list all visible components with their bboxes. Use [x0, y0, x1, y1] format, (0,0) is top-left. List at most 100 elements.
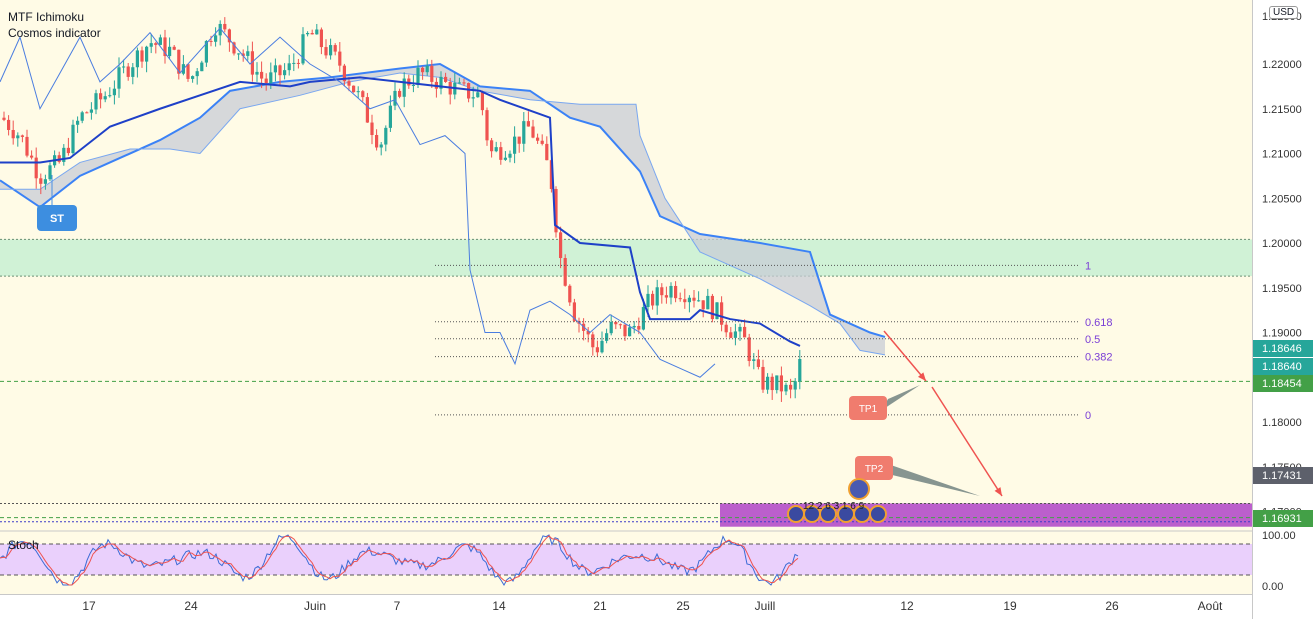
candle-down — [651, 293, 655, 306]
candle-down — [549, 160, 553, 190]
time-tick-label: 19 — [1003, 599, 1017, 613]
candle-up — [384, 127, 388, 145]
candle-down — [462, 82, 466, 84]
tp2-pointer — [888, 464, 980, 496]
time-tick-label: Juill — [755, 599, 776, 613]
candle-up — [738, 326, 742, 332]
flag-event-icon — [848, 478, 870, 500]
candle-up — [71, 124, 75, 154]
candle-down — [526, 121, 530, 127]
candle-up — [393, 90, 397, 106]
candle-down — [678, 298, 682, 300]
time-tick-label: 25 — [676, 599, 690, 613]
price-badge-label: 1.18646 — [1262, 343, 1302, 355]
fib-level-label: 1 — [1085, 260, 1091, 272]
candle-down — [241, 53, 245, 56]
candle-up — [149, 43, 153, 47]
time-tick-label: 21 — [593, 599, 607, 613]
candle-down — [720, 302, 724, 325]
candle-down — [260, 71, 264, 79]
time-tick-label: 24 — [184, 599, 198, 613]
candle-up — [145, 46, 149, 62]
tp2-box — [855, 456, 893, 480]
time-tick-label: 17 — [82, 599, 96, 613]
candle-down — [490, 140, 494, 152]
time-tick-label: 12 — [900, 599, 914, 613]
candle-up — [609, 322, 613, 334]
candle-down — [770, 376, 774, 391]
candle-up — [76, 120, 80, 125]
candle-down — [660, 287, 664, 296]
st-badge-label: ST — [50, 213, 64, 225]
fib-level-label: 0.5 — [1085, 334, 1100, 346]
candle-down — [729, 332, 733, 338]
candle-up — [237, 53, 241, 55]
candle-down — [223, 23, 227, 30]
candle-down — [531, 126, 535, 138]
candle-up — [94, 93, 98, 110]
candle-down — [99, 93, 103, 100]
stoch-k-line — [0, 534, 799, 586]
candle-up — [715, 302, 719, 320]
candle-up — [600, 340, 604, 353]
candle-up — [706, 295, 710, 310]
candle-up — [315, 29, 319, 35]
candle-up — [246, 51, 250, 56]
indicator-title-ichimoku: MTF Ichimoku — [8, 10, 85, 24]
candle-down — [324, 47, 328, 56]
candle-up — [494, 147, 498, 152]
candle-down — [361, 91, 365, 98]
ichimoku-lines-layer — [0, 27, 801, 378]
price-tick-label: 1.21500 — [1262, 104, 1302, 116]
candle-down — [34, 157, 38, 179]
candle-down — [264, 78, 268, 84]
tp2-label: TP2 — [865, 464, 884, 475]
candle-down — [177, 49, 181, 74]
candle-up — [80, 112, 84, 121]
price-badge-label: 1.18640 — [1262, 361, 1302, 373]
candle-down — [172, 46, 176, 50]
candle-down — [370, 122, 374, 135]
candle-down — [554, 189, 558, 233]
projection-arrow-1 — [883, 330, 927, 382]
stoch-tick-label: 0.00 — [1262, 581, 1283, 593]
price-badge-label: 1.17431 — [1262, 470, 1302, 482]
currency-selector[interactable]: USD — [1269, 6, 1299, 19]
candle-down — [57, 155, 61, 162]
candle-up — [439, 76, 443, 89]
candle-up — [191, 76, 195, 79]
price-tick-label: 1.19500 — [1262, 283, 1302, 295]
candle-up — [329, 45, 333, 56]
time-tick-label: 26 — [1105, 599, 1119, 613]
time-tick-label: Août — [1198, 599, 1223, 613]
candle-up — [522, 121, 526, 144]
candle-up — [425, 65, 429, 73]
candle-up — [379, 144, 383, 148]
time-tick-label: 7 — [394, 599, 401, 613]
candle-up — [641, 307, 645, 330]
tp1-box — [849, 396, 887, 420]
price-badge — [1253, 510, 1313, 527]
price-tick-label: 1.20500 — [1262, 193, 1302, 205]
candle-up — [775, 375, 779, 391]
candle-down — [674, 285, 678, 299]
price-badge-label: 1.16931 — [1262, 513, 1302, 525]
candle-down — [789, 384, 793, 390]
candle-down — [572, 302, 576, 321]
candle-down — [39, 178, 43, 184]
candle-up — [269, 72, 273, 84]
candle-down — [11, 129, 15, 139]
tp1-pointer — [882, 385, 920, 410]
candle-up — [416, 67, 420, 86]
candle-up — [218, 23, 222, 36]
candle-up — [48, 165, 52, 180]
candle-down — [227, 29, 231, 43]
candle-down — [126, 66, 130, 77]
stoch-label: Stoch — [8, 538, 39, 552]
candle-up — [158, 37, 162, 45]
candle-down — [66, 147, 70, 154]
price-tick-label: 1.21000 — [1262, 149, 1302, 161]
candle-down — [499, 147, 503, 160]
candle-down — [586, 330, 590, 335]
